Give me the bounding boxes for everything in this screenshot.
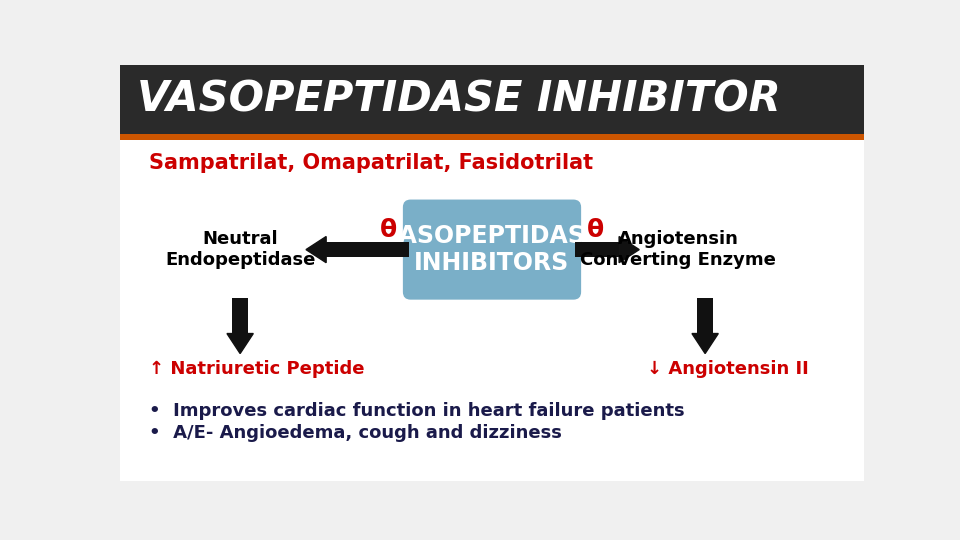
Polygon shape — [306, 237, 326, 262]
Bar — [120, 134, 864, 140]
Polygon shape — [619, 237, 639, 262]
Text: ↑ Natriuretic Peptide: ↑ Natriuretic Peptide — [150, 360, 365, 378]
Bar — [232, 298, 248, 334]
Bar — [120, 65, 864, 134]
FancyBboxPatch shape — [403, 200, 581, 300]
Text: •  A/E- Angioedema, cough and dizziness: • A/E- Angioedema, cough and dizziness — [150, 424, 563, 442]
Text: VASOPEPTIDASE
INHIBITORS: VASOPEPTIDASE INHIBITORS — [382, 224, 602, 275]
Text: VASOPEPTIDASE INHIBITOR: VASOPEPTIDASE INHIBITOR — [137, 78, 780, 120]
Bar — [575, 242, 619, 257]
Polygon shape — [227, 334, 253, 354]
Text: •  Improves cardiac function in heart failure patients: • Improves cardiac function in heart fai… — [150, 402, 685, 420]
Text: Neutral
Endopeptidase: Neutral Endopeptidase — [165, 230, 315, 269]
Text: ↓ Angiotensin II: ↓ Angiotensin II — [647, 360, 808, 378]
Text: Sampatrilat, Omapatrilat, Fasidotrilat: Sampatrilat, Omapatrilat, Fasidotrilat — [150, 153, 593, 173]
Bar — [326, 242, 409, 257]
Text: θ: θ — [587, 218, 604, 241]
Bar — [120, 140, 864, 481]
Text: θ: θ — [380, 218, 397, 241]
Polygon shape — [692, 334, 718, 354]
Text: Angiotensin
Converting Enzyme: Angiotensin Converting Enzyme — [580, 230, 776, 269]
Bar — [697, 298, 713, 334]
